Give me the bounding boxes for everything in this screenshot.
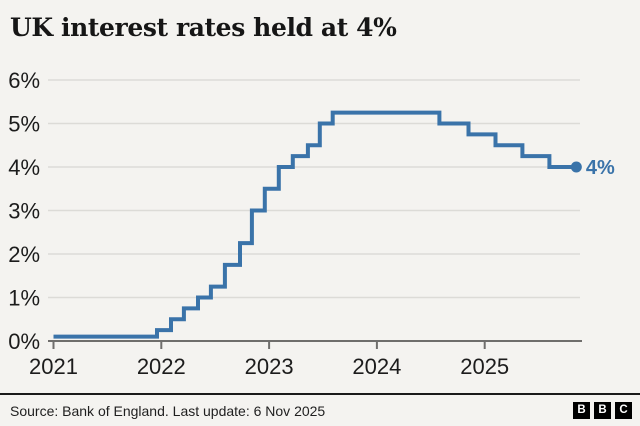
source-text: Source: Bank of England. Last update: 6 … xyxy=(10,402,326,419)
rate-step-line xyxy=(53,110,577,339)
latest-value-dot xyxy=(570,161,582,173)
y-axis-label-5%: 5% xyxy=(8,112,40,137)
y-axis-label-1%: 1% xyxy=(8,286,40,311)
x-axis-label-2023: 2023 xyxy=(245,354,294,379)
x-axis-label-2024: 2024 xyxy=(352,354,401,379)
y-axis-label-0%: 0% xyxy=(8,329,40,354)
footer-divider xyxy=(0,393,640,395)
x-axis-label-2021: 2021 xyxy=(29,354,78,379)
bbc-logo-block-c: C xyxy=(615,402,632,419)
y-axis-label-3%: 3% xyxy=(8,199,40,224)
x-axis-label-2022: 2022 xyxy=(137,354,186,379)
latest-value-label: 4% xyxy=(586,157,615,179)
footer: Source: Bank of England. Last update: 6 … xyxy=(0,395,640,426)
y-axis-label-2%: 2% xyxy=(8,242,40,267)
bbc-logo-block-b1: B xyxy=(573,402,590,419)
bbc-logo-block-b2: B xyxy=(594,402,611,419)
chart-title: UK interest rates held at 4% xyxy=(10,13,397,42)
bbc-logo: B B C xyxy=(573,402,632,419)
y-axis-label-6%: 6% xyxy=(8,68,40,93)
y-axis-label-4%: 4% xyxy=(8,155,40,180)
x-axis-label-2025: 2025 xyxy=(460,354,509,379)
